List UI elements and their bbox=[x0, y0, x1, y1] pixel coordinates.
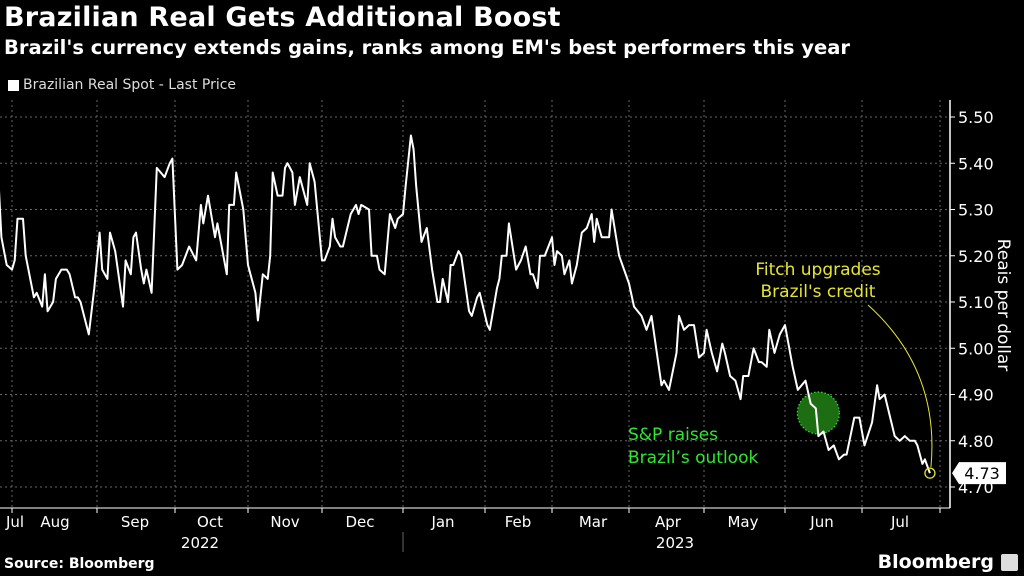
y-tick-label: 5.10 bbox=[958, 293, 994, 312]
x-tick-label: Jan bbox=[430, 513, 454, 531]
bloomberg-chart-icon bbox=[1001, 554, 1018, 571]
y-tick-label: 5.30 bbox=[958, 201, 994, 220]
x-tick-label: Sep bbox=[121, 513, 149, 531]
sp-annotation-text: Brazil’s outlook bbox=[628, 448, 758, 468]
price-line bbox=[0, 134, 931, 474]
x-tick-label: Apr bbox=[655, 513, 682, 531]
x-tick-label: Jun bbox=[809, 513, 833, 531]
fitch-annotation-text: Fitch upgrades bbox=[755, 260, 880, 280]
y-tick-label: 4.80 bbox=[958, 432, 994, 451]
year-label: 2022 bbox=[181, 534, 219, 552]
x-tick-label: May bbox=[727, 513, 758, 531]
fitch-leader-line bbox=[867, 304, 933, 468]
y-tick-label: 5.00 bbox=[958, 339, 994, 358]
chart-title: Brazilian Real Gets Additional Boost bbox=[4, 2, 561, 33]
fitch-annotation-text: Brazil's credit bbox=[761, 282, 876, 302]
x-tick-label: Oct bbox=[197, 513, 223, 531]
x-tick-label: Feb bbox=[505, 513, 532, 531]
legend-label: Brazilian Real Spot - Last Price bbox=[23, 77, 237, 93]
y-tick-label: 4.90 bbox=[958, 386, 994, 405]
last-value-label: 4.73 bbox=[964, 464, 1000, 483]
source-note: Source: Bloomberg bbox=[4, 556, 155, 572]
legend-swatch bbox=[8, 79, 19, 91]
sp-annotation-text: S&P raises bbox=[628, 425, 718, 445]
x-tick-label: Mar bbox=[579, 513, 608, 531]
x-tick-label: Aug bbox=[40, 513, 69, 531]
x-tick-label: Jul bbox=[5, 513, 24, 531]
last-value-tag bbox=[952, 462, 1006, 485]
legend: Brazilian Real Spot - Last Price bbox=[8, 77, 236, 93]
y-tick-label: 5.50 bbox=[958, 108, 994, 127]
bloomberg-logo: Bloomberg bbox=[877, 551, 994, 573]
fitch-marker-circle bbox=[924, 467, 936, 479]
x-tick-label: Nov bbox=[270, 513, 299, 531]
x-tick-label: Dec bbox=[345, 513, 374, 531]
y-tick-label: 5.20 bbox=[958, 247, 994, 266]
chart-subtitle: Brazil's currency extends gains, ranks a… bbox=[4, 36, 851, 59]
x-tick-label: Jul bbox=[890, 513, 909, 531]
y-axis-label: Reais per dollar bbox=[993, 238, 1013, 372]
y-tick-label: 5.40 bbox=[958, 154, 994, 173]
year-label: 2023 bbox=[656, 534, 694, 552]
